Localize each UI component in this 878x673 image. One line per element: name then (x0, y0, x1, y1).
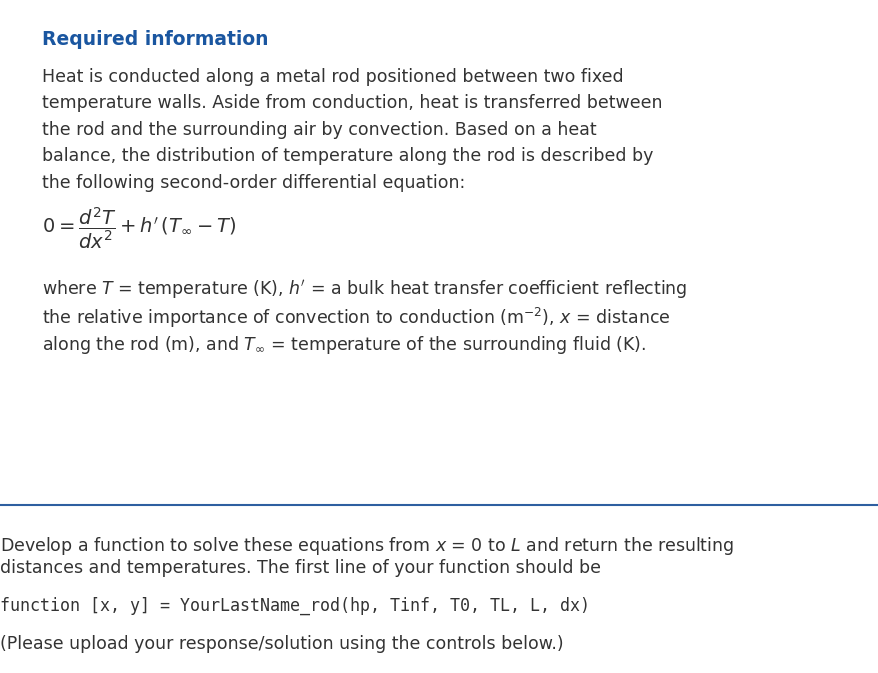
Text: Required information: Required information (42, 30, 268, 49)
Text: (Please upload your response/solution using the controls below.): (Please upload your response/solution us… (0, 635, 563, 653)
Text: the relative importance of convection to conduction (m$^{-2}$), $x$ = distance: the relative importance of convection to… (42, 306, 670, 330)
Text: distances and temperatures. The first line of your function should be: distances and temperatures. The first li… (0, 559, 601, 577)
Text: along the rod (m), and $T_\infty$ = temperature of the surrounding fluid (K).: along the rod (m), and $T_\infty$ = temp… (42, 334, 645, 356)
Text: Heat is conducted along a metal rod positioned between two fixed
temperature wal: Heat is conducted along a metal rod posi… (42, 68, 662, 192)
Text: where $T$ = temperature (K), $h'$ = a bulk heat transfer coefficient reflecting: where $T$ = temperature (K), $h'$ = a bu… (42, 278, 687, 301)
Text: $0 = \dfrac{d^{2}T}{dx^{2}} + h'\,(T_\infty - T)$: $0 = \dfrac{d^{2}T}{dx^{2}} + h'\,(T_\in… (42, 206, 236, 252)
Text: function [x, y] = YourLastName_rod(hp, Tinf, T0, TL, L, dx): function [x, y] = YourLastName_rod(hp, T… (0, 597, 589, 615)
Text: Develop a function to solve these equations from $x$ = 0 to $L$ and return the r: Develop a function to solve these equati… (0, 535, 733, 557)
